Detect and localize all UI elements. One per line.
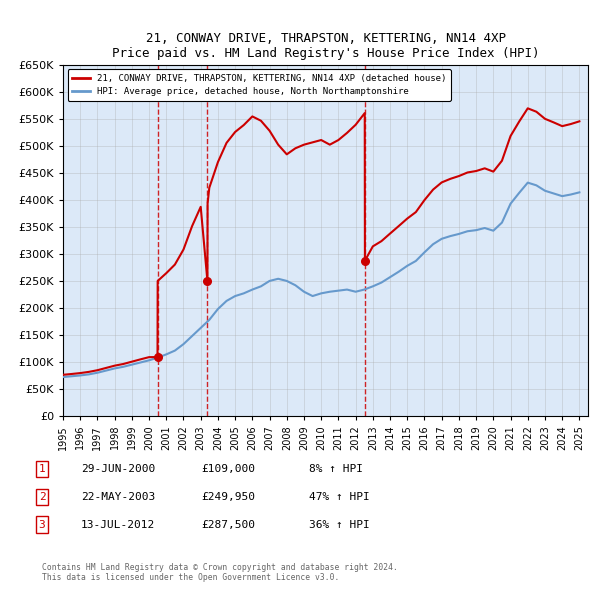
Legend: 21, CONWAY DRIVE, THRAPSTON, KETTERING, NN14 4XP (detached house), HPI: Average : 21, CONWAY DRIVE, THRAPSTON, KETTERING, … [68, 70, 451, 101]
Text: £287,500: £287,500 [201, 520, 255, 529]
Text: 1: 1 [154, 79, 161, 89]
Text: 13-JUL-2012: 13-JUL-2012 [81, 520, 155, 529]
Text: 3: 3 [38, 520, 46, 529]
Text: £109,000: £109,000 [201, 464, 255, 474]
Text: 36% ↑ HPI: 36% ↑ HPI [309, 520, 370, 529]
Text: 29-JUN-2000: 29-JUN-2000 [81, 464, 155, 474]
Text: 2: 2 [38, 492, 46, 502]
Text: 22-MAY-2003: 22-MAY-2003 [81, 492, 155, 502]
Text: 2: 2 [204, 79, 211, 89]
Text: Contains HM Land Registry data © Crown copyright and database right 2024.
This d: Contains HM Land Registry data © Crown c… [42, 563, 398, 582]
Text: 47% ↑ HPI: 47% ↑ HPI [309, 492, 370, 502]
Text: £249,950: £249,950 [201, 492, 255, 502]
Text: 1: 1 [38, 464, 46, 474]
Title: 21, CONWAY DRIVE, THRAPSTON, KETTERING, NN14 4XP
Price paid vs. HM Land Registry: 21, CONWAY DRIVE, THRAPSTON, KETTERING, … [112, 32, 539, 60]
Text: 3: 3 [362, 79, 368, 89]
Text: 8% ↑ HPI: 8% ↑ HPI [309, 464, 363, 474]
